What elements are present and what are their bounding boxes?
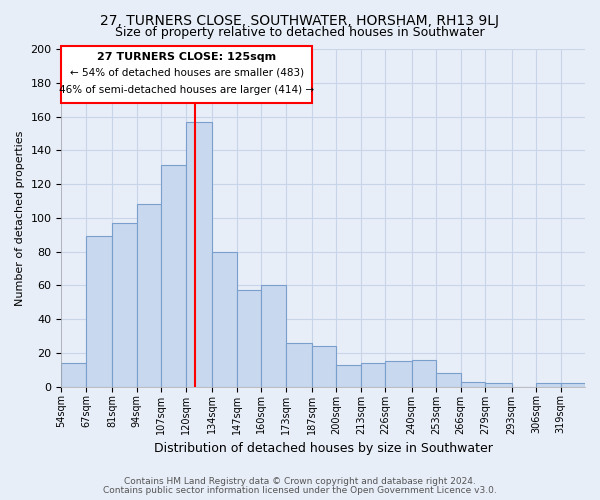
Bar — [436, 373, 461, 386]
Bar — [485, 384, 512, 386]
Bar — [86, 236, 112, 386]
Text: 27, TURNERS CLOSE, SOUTHWATER, HORSHAM, RH13 9LJ: 27, TURNERS CLOSE, SOUTHWATER, HORSHAM, … — [101, 14, 499, 28]
Bar — [385, 362, 412, 386]
Bar — [212, 252, 236, 386]
Bar — [161, 166, 186, 386]
Text: ← 54% of detached houses are smaller (483): ← 54% of detached houses are smaller (48… — [70, 68, 304, 78]
Bar — [361, 363, 385, 386]
Bar — [186, 122, 212, 386]
Bar — [461, 382, 485, 386]
Text: Contains HM Land Registry data © Crown copyright and database right 2024.: Contains HM Land Registry data © Crown c… — [124, 477, 476, 486]
Bar — [137, 204, 161, 386]
X-axis label: Distribution of detached houses by size in Southwater: Distribution of detached houses by size … — [154, 442, 493, 455]
Text: Size of property relative to detached houses in Southwater: Size of property relative to detached ho… — [115, 26, 485, 39]
Bar — [261, 286, 286, 386]
Bar — [560, 384, 585, 386]
Bar — [536, 384, 560, 386]
FancyBboxPatch shape — [61, 46, 312, 103]
Bar — [337, 364, 361, 386]
Bar — [61, 363, 86, 386]
Bar — [112, 223, 137, 386]
Bar — [236, 290, 261, 386]
Y-axis label: Number of detached properties: Number of detached properties — [15, 130, 25, 306]
Text: 46% of semi-detached houses are larger (414) →: 46% of semi-detached houses are larger (… — [59, 84, 314, 94]
Bar — [412, 360, 436, 386]
Bar — [312, 346, 337, 387]
Text: 27 TURNERS CLOSE: 125sqm: 27 TURNERS CLOSE: 125sqm — [97, 52, 276, 62]
Text: Contains public sector information licensed under the Open Government Licence v3: Contains public sector information licen… — [103, 486, 497, 495]
Bar — [286, 343, 312, 386]
